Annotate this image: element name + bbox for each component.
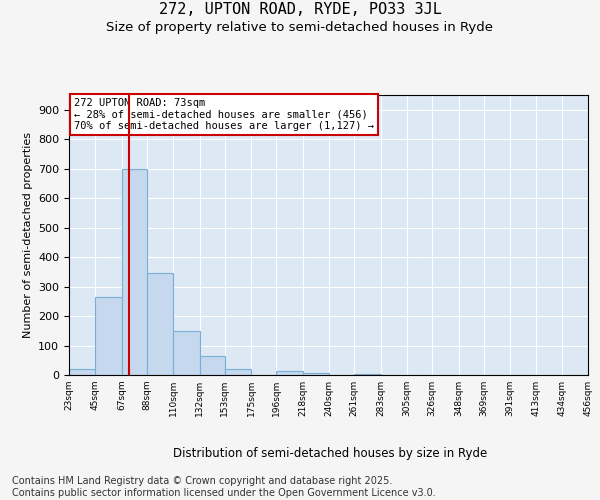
Y-axis label: Number of semi-detached properties: Number of semi-detached properties [23, 132, 32, 338]
Bar [173, 331, 200, 375]
Bar [200, 356, 225, 375]
Bar [147, 274, 173, 375]
Bar [69, 369, 95, 375]
Bar [354, 374, 380, 375]
Text: Contains HM Land Registry data © Crown copyright and database right 2025.
Contai: Contains HM Land Registry data © Crown c… [12, 476, 436, 498]
Text: Distribution of semi-detached houses by size in Ryde: Distribution of semi-detached houses by … [173, 448, 487, 460]
Text: Size of property relative to semi-detached houses in Ryde: Size of property relative to semi-detach… [107, 21, 493, 34]
Text: 272, UPTON ROAD, RYDE, PO33 3JL: 272, UPTON ROAD, RYDE, PO33 3JL [158, 2, 442, 18]
Bar [277, 372, 303, 375]
Bar [95, 297, 122, 375]
Text: 272 UPTON ROAD: 73sqm
← 28% of semi-detached houses are smaller (456)
70% of sem: 272 UPTON ROAD: 73sqm ← 28% of semi-deta… [74, 98, 374, 131]
Bar [225, 369, 251, 375]
Bar [122, 168, 147, 375]
Bar [303, 372, 329, 375]
